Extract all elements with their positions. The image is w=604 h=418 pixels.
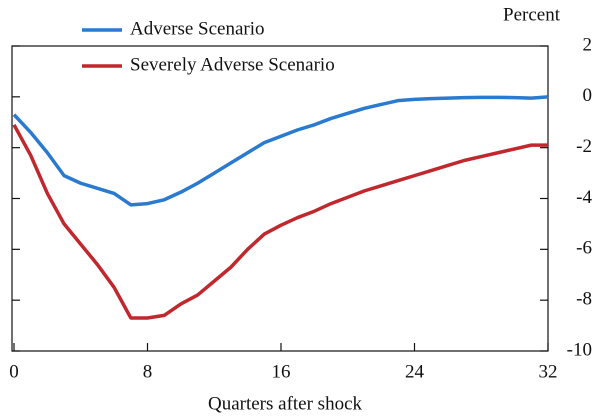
x-tick-label: 24: [405, 361, 425, 382]
y-tick-label: -8: [576, 289, 592, 310]
y-tick-label: 2: [583, 34, 593, 55]
x-tick-label: 8: [143, 361, 153, 382]
y-axis-label: Percent: [503, 4, 561, 25]
data-line: [12, 123, 548, 320]
y-tick-label: -4: [576, 187, 592, 208]
data-line: [12, 95, 549, 207]
legend-label: Severely Adverse Scenario: [130, 54, 335, 75]
x-tick-label: 32: [539, 361, 558, 382]
plot-frame: [11, 45, 549, 352]
x-axis-label: Quarters after shock: [208, 393, 363, 414]
x-tick-label: 16: [272, 361, 291, 382]
y-tick-label: -10: [567, 339, 592, 360]
y-tick-label: 0: [583, 85, 593, 106]
x-tick-label: 0: [9, 361, 19, 382]
legend-label: Adverse Scenario: [130, 18, 265, 39]
y-tick-label: -6: [576, 238, 592, 259]
y-tick-label: -2: [576, 136, 592, 157]
